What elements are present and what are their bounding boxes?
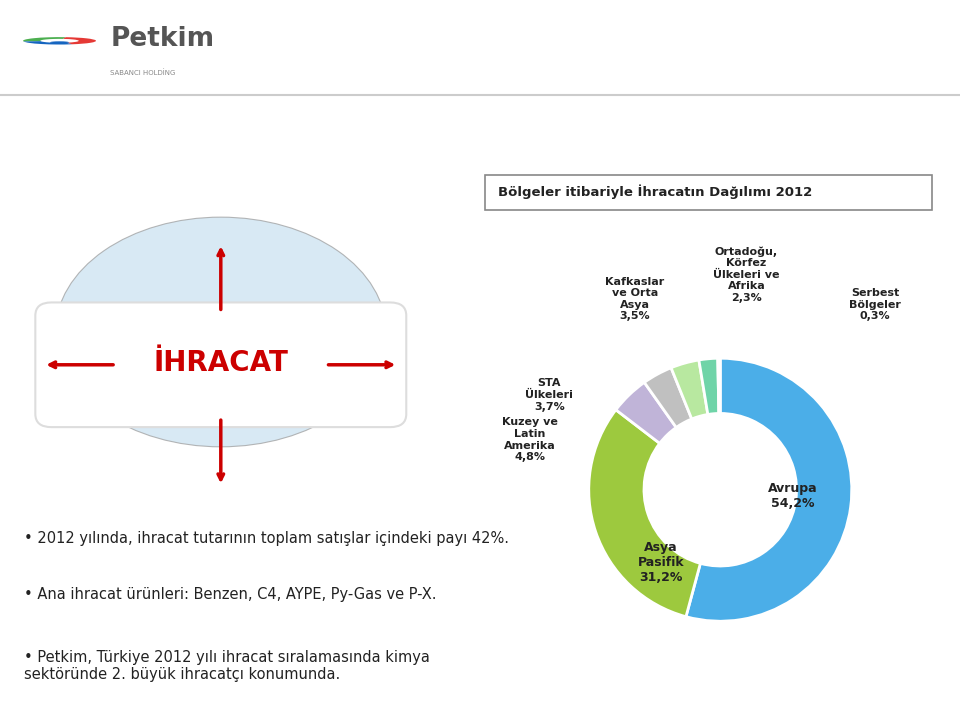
Ellipse shape bbox=[56, 217, 386, 447]
Wedge shape bbox=[62, 37, 96, 45]
Text: İHRACAT: İHRACAT bbox=[154, 349, 288, 377]
Text: Kuzey ve
Latin
Amerika
4,8%: Kuzey ve Latin Amerika 4,8% bbox=[502, 418, 558, 462]
Text: 18: 18 bbox=[910, 696, 931, 711]
Wedge shape bbox=[644, 368, 692, 428]
Wedge shape bbox=[23, 37, 66, 42]
Text: • 2012 yılında, ihracat tutarının toplam satışlar içindeki payı 42%.: • 2012 yılında, ihracat tutarının toplam… bbox=[24, 531, 509, 546]
Text: STA
Ülkeleri
3,7%: STA Ülkeleri 3,7% bbox=[525, 379, 573, 412]
Wedge shape bbox=[616, 382, 676, 444]
Text: Bölgeler itibariyle İhracatın Dağılımı 2012: Bölgeler itibariyle İhracatın Dağılımı 2… bbox=[498, 184, 813, 199]
Text: Serbest
Bölgeler
0,3%: Serbest Bölgeler 0,3% bbox=[850, 288, 901, 321]
Wedge shape bbox=[699, 359, 719, 415]
FancyBboxPatch shape bbox=[485, 175, 931, 210]
Wedge shape bbox=[24, 41, 72, 45]
Wedge shape bbox=[718, 359, 720, 413]
Text: SABANCI HOLDİNG: SABANCI HOLDİNG bbox=[110, 69, 176, 76]
Text: Avrupa
54,2%: Avrupa 54,2% bbox=[768, 482, 817, 510]
FancyBboxPatch shape bbox=[36, 302, 406, 427]
Text: • Ana ihracat ürünleri: Benzen, C4, AYPE, Py-Gas ve P-X.: • Ana ihracat ürünleri: Benzen, C4, AYPE… bbox=[24, 588, 436, 602]
Text: Ortadoğu,
Körfez
Ülkeleri ve
Afrika
2,3%: Ortadoğu, Körfez Ülkeleri ve Afrika 2,3% bbox=[713, 246, 780, 303]
Text: Asya
Pasifik
31,2%: Asya Pasifik 31,2% bbox=[637, 541, 684, 583]
Wedge shape bbox=[671, 360, 708, 419]
Circle shape bbox=[50, 41, 69, 43]
Text: Kafkaslar
ve Orta
Asya
3,5%: Kafkaslar ve Orta Asya 3,5% bbox=[605, 276, 664, 321]
Text: • Petkim, Türkiye 2012 yılı ihracat sıralamasında kimya
sektöründe 2. büyük ihra: • Petkim, Türkiye 2012 yılı ihracat sıra… bbox=[24, 650, 429, 683]
Text: Petkim: Bölgeler İtibariyle İhracat: Petkim: Bölgeler İtibariyle İhracat bbox=[227, 112, 733, 143]
Wedge shape bbox=[588, 410, 701, 616]
Wedge shape bbox=[686, 359, 852, 621]
Text: Petkim: Petkim bbox=[110, 26, 214, 52]
